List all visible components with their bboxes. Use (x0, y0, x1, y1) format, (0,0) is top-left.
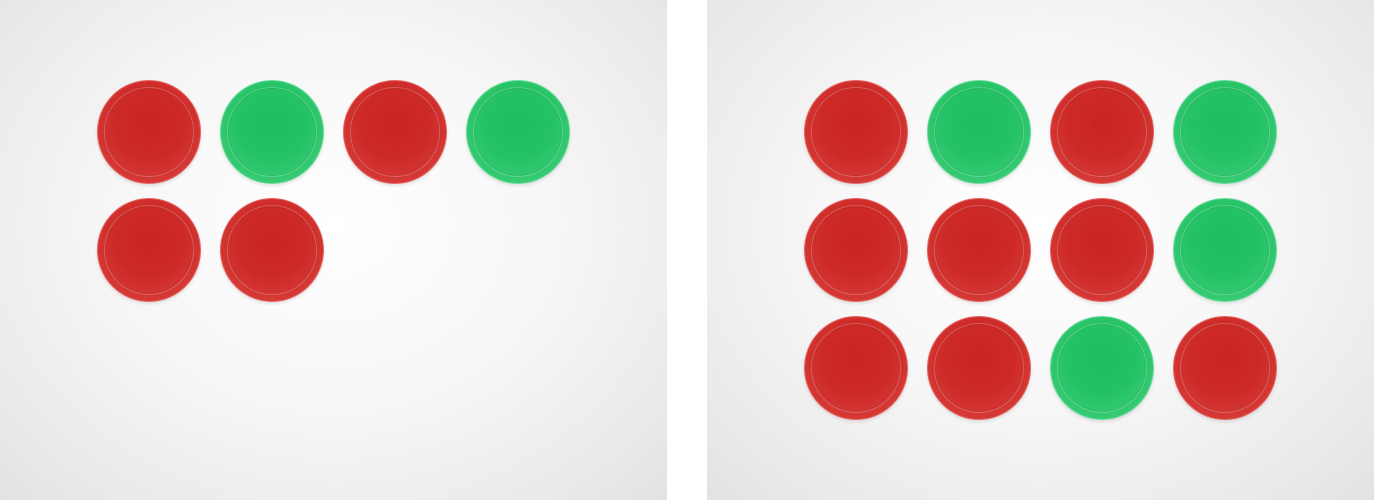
red-chip (220, 198, 324, 302)
green-chip (1173, 198, 1277, 302)
photo-panel-right (707, 0, 1374, 500)
green-chip (466, 80, 570, 184)
green-chip (927, 80, 1031, 184)
red-chip (1050, 80, 1154, 184)
red-chip (927, 198, 1031, 302)
red-chip (804, 80, 908, 184)
red-chip (343, 80, 447, 184)
green-chip (220, 80, 324, 184)
photo-panel-left (0, 0, 667, 500)
red-chip (927, 316, 1031, 420)
red-chip (804, 316, 908, 420)
red-chip (1050, 198, 1154, 302)
red-chip (97, 80, 201, 184)
red-chip (97, 198, 201, 302)
green-chip (1050, 316, 1154, 420)
green-chip (1173, 80, 1277, 184)
red-chip (1173, 316, 1277, 420)
red-chip (804, 198, 908, 302)
